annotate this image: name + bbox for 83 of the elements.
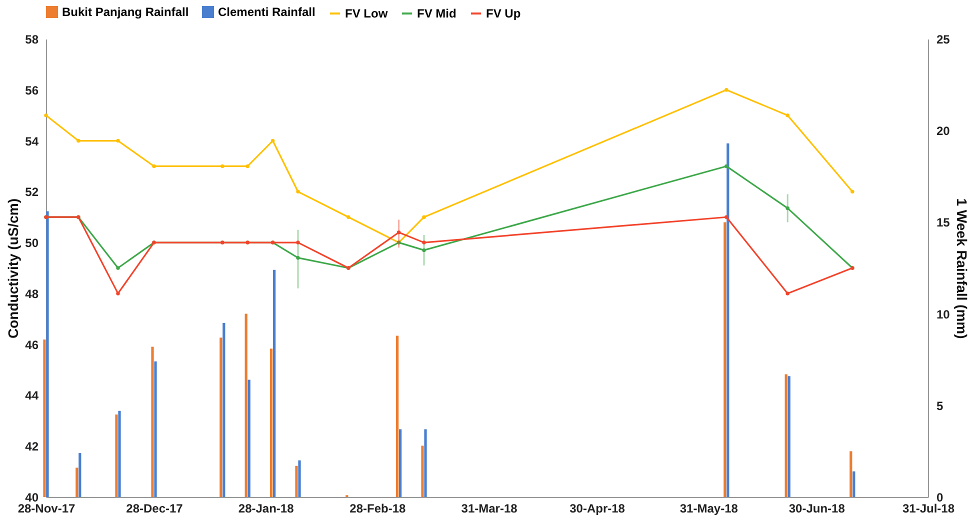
bar xyxy=(46,211,49,497)
point xyxy=(422,248,426,252)
line-series xyxy=(44,88,854,244)
bar xyxy=(724,222,726,497)
y-tick-label: 48 xyxy=(25,286,39,301)
y2-tick-label: 25 xyxy=(936,32,950,46)
point xyxy=(116,138,120,143)
point xyxy=(724,164,728,168)
y-axis-title: Conductivity (uS/cm) xyxy=(5,198,22,339)
point xyxy=(422,215,426,219)
bar xyxy=(115,414,118,497)
y-tick-label: 46 xyxy=(25,338,39,352)
bar xyxy=(118,410,121,497)
point xyxy=(296,240,300,244)
bar xyxy=(78,453,82,497)
bar xyxy=(154,361,157,497)
y-tick-label: 58 xyxy=(25,32,39,46)
y-tick-label: 42 xyxy=(25,440,39,454)
bar xyxy=(222,322,226,497)
bar xyxy=(220,338,222,497)
x-tick-label: 31-Jul-18 xyxy=(902,502,955,516)
bar xyxy=(270,348,273,497)
y-tick-label: 52 xyxy=(25,185,39,200)
x-tick-label: 28-Jan-18 xyxy=(238,502,294,516)
point xyxy=(116,292,120,296)
bar xyxy=(784,374,788,497)
legend-label: FV Up xyxy=(486,6,521,20)
x-tick-label: 30-Apr-18 xyxy=(570,502,626,516)
x-tick-label: 31-May-18 xyxy=(680,502,738,516)
x-tick-label: 30-Jun-18 xyxy=(788,502,846,516)
legend-label: FV Mid xyxy=(417,6,456,20)
point xyxy=(246,164,250,168)
point xyxy=(422,240,426,244)
x-tick-label: 28-Nov-17 xyxy=(18,502,76,516)
bar xyxy=(852,471,856,497)
legend-label: Bukit Panjang Rainfall xyxy=(62,5,189,19)
bar xyxy=(424,429,427,497)
point xyxy=(396,230,401,234)
y-tick-label: 54 xyxy=(25,134,39,148)
bar xyxy=(421,446,424,497)
bar xyxy=(850,451,852,497)
y2-tick-label: 10 xyxy=(936,307,950,322)
y-tick-label: 56 xyxy=(25,83,39,98)
bar xyxy=(273,270,276,497)
point xyxy=(44,113,48,118)
y2-tick-label: 0 xyxy=(936,490,944,504)
x-tick-label: 28-Dec-17 xyxy=(126,502,184,516)
bar xyxy=(399,429,402,497)
y2-tick-label: 20 xyxy=(936,124,950,138)
bar xyxy=(298,460,301,497)
bar xyxy=(43,339,46,497)
point xyxy=(270,138,275,143)
point xyxy=(296,190,300,194)
point xyxy=(296,256,300,260)
legend-label: FV Low xyxy=(345,6,388,20)
bar xyxy=(151,346,154,497)
y2-axis-title: 1 Week Rainfall (mm) xyxy=(954,198,970,339)
bar xyxy=(396,336,399,497)
point xyxy=(346,215,350,219)
y-tick-label: 50 xyxy=(25,236,39,250)
point xyxy=(116,266,120,270)
legend-label: Clementi Rainfall xyxy=(218,5,316,19)
bar xyxy=(248,380,250,497)
y2-tick-label: 15 xyxy=(936,216,950,230)
x-tick-label: 31-Mar-18 xyxy=(461,502,518,516)
x-tick-label: 28-Feb-18 xyxy=(350,502,406,516)
y-tick-label: 44 xyxy=(25,388,39,403)
y2-tick-label: 5 xyxy=(936,398,944,413)
point xyxy=(724,88,728,92)
bar xyxy=(726,143,730,497)
point xyxy=(152,164,156,168)
bar xyxy=(788,376,790,497)
point xyxy=(76,138,80,143)
y-tick-label: 40 xyxy=(25,490,39,504)
point xyxy=(724,215,728,219)
point xyxy=(850,190,854,194)
point xyxy=(786,113,790,118)
point xyxy=(786,206,790,210)
bar xyxy=(76,468,78,497)
point xyxy=(786,292,790,296)
point xyxy=(220,164,224,168)
bar xyxy=(244,314,248,497)
bar xyxy=(295,466,298,497)
